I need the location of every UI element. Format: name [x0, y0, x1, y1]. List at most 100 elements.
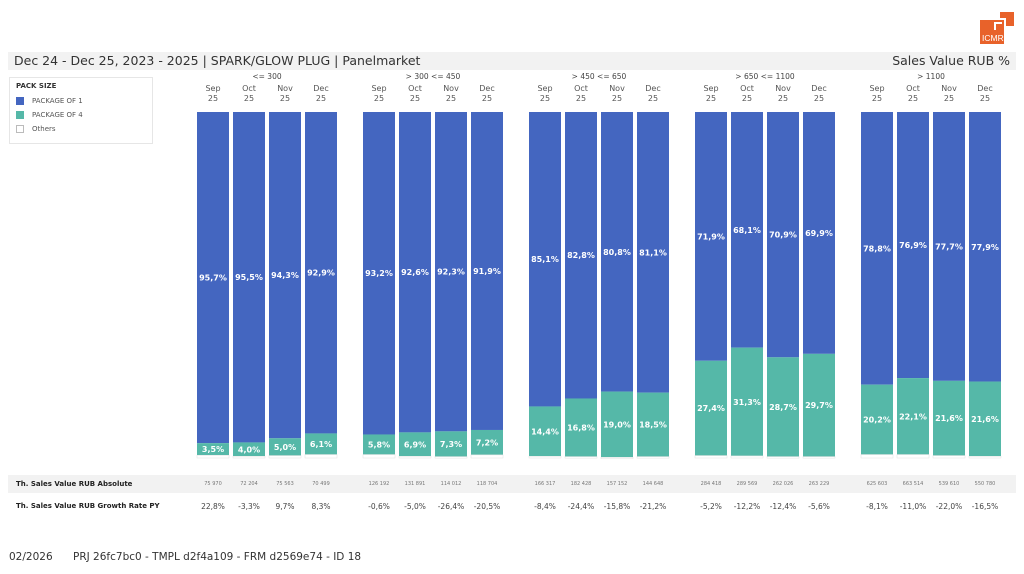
- legend-title: PACK SIZE: [16, 82, 57, 90]
- data-label-package-of-1: 78,8%: [863, 244, 891, 253]
- growth-value: -3,3%: [238, 502, 260, 511]
- data-label-package-of-4: 14,4%: [531, 427, 559, 436]
- bar-package-of-4: [197, 443, 229, 456]
- growth-value: 22,8%: [201, 502, 225, 511]
- footer-id: PRJ 26fc7bc0 - TMPL d2f4a109 - FRM d2569…: [73, 551, 362, 563]
- bar-others: [694, 455, 728, 459]
- x-tick-year: 25: [374, 94, 384, 103]
- legend-item-others[interactable]: Others: [16, 122, 146, 136]
- x-tick-year: 25: [706, 94, 716, 103]
- growth-value: -16,5%: [971, 502, 999, 511]
- data-label-package-of-1: 82,8%: [567, 251, 595, 260]
- data-label-package-of-1: 80,8%: [603, 248, 631, 257]
- data-label-package-of-1: 71,9%: [697, 232, 725, 241]
- data-label-package-of-4: 21,6%: [935, 414, 963, 423]
- bar-package-of-1: [731, 112, 763, 348]
- bar-package-of-4: [399, 432, 431, 457]
- data-label-package-of-1: 81,1%: [639, 248, 667, 257]
- bar-package-of-1: [363, 112, 395, 435]
- bar-package-of-1: [435, 112, 467, 432]
- bar-package-of-4: [767, 357, 799, 457]
- data-label-package-of-4: 3,5%: [202, 445, 224, 454]
- bar-package-of-4: [233, 442, 265, 457]
- data-label-package-of-1: 69,9%: [805, 229, 833, 238]
- data-label-package-of-4: 28,7%: [769, 403, 797, 412]
- abs-value: 157 152: [606, 481, 628, 487]
- legend-item-package-1[interactable]: PACKAGE OF 1: [16, 94, 146, 108]
- group-label: > 1100: [917, 72, 945, 81]
- growth-value: -8,1%: [866, 502, 888, 511]
- x-tick-month: Sep: [205, 84, 220, 93]
- x-tick-year: 25: [208, 94, 218, 103]
- abs-value: 70 499: [312, 481, 330, 487]
- growth-row: Th. Sales Value RUB Growth Rate PY 22,8%…: [8, 497, 1016, 515]
- data-label-package-of-4: 18,5%: [639, 421, 667, 430]
- bar-package-of-4: [897, 378, 929, 455]
- x-tick-year: 25: [316, 94, 326, 103]
- bar-others: [860, 454, 894, 459]
- growth-row-label: Th. Sales Value RUB Growth Rate PY: [16, 502, 160, 510]
- data-label-package-of-1: 68,1%: [733, 226, 761, 235]
- legend-label: PACKAGE OF 1: [32, 97, 83, 105]
- x-tick-month: Nov: [775, 84, 791, 93]
- bar-others: [766, 456, 800, 459]
- bar-others: [304, 454, 338, 459]
- legend-swatch-others: [16, 125, 24, 133]
- legend-item-package-4[interactable]: PACKAGE OF 4: [16, 108, 146, 122]
- x-tick-year: 25: [576, 94, 586, 103]
- data-label-package-of-4: 5,8%: [368, 441, 390, 450]
- bar-package-of-4: [969, 381, 1001, 457]
- x-tick-month: Dec: [977, 84, 992, 93]
- abs-value: 166 317: [534, 481, 556, 487]
- report-title: Dec 24 - Dec 25, 2023 - 2025 | SPARK/GLO…: [14, 53, 421, 68]
- bar-others: [362, 454, 396, 459]
- bar-package-of-4: [435, 431, 467, 457]
- bar-package-of-1: [269, 112, 301, 439]
- growth-value: -5,2%: [700, 502, 722, 511]
- data-label-package-of-1: 77,7%: [935, 242, 963, 251]
- data-label-package-of-1: 93,2%: [365, 269, 393, 278]
- bar-package-of-4: [363, 434, 395, 455]
- x-tick-year: 25: [540, 94, 550, 103]
- growth-value: -8,4%: [534, 502, 556, 511]
- bar-package-of-1: [233, 112, 265, 443]
- bar-package-of-4: [565, 398, 597, 457]
- bar-package-of-1: [565, 112, 597, 399]
- x-tick-year: 25: [410, 94, 420, 103]
- bar-others: [528, 456, 562, 459]
- bar-package-of-1: [803, 112, 835, 354]
- data-label-package-of-4: 7,2%: [476, 438, 498, 447]
- bar-package-of-1: [969, 112, 1001, 382]
- data-label-package-of-4: 21,6%: [971, 415, 999, 424]
- abs-value: 126 192: [368, 481, 390, 487]
- bar-others: [636, 456, 670, 459]
- data-label-package-of-4: 6,1%: [310, 440, 332, 449]
- growth-value: -12,2%: [733, 502, 761, 511]
- x-tick-month: Oct: [574, 84, 588, 93]
- bar-package-of-4: [861, 384, 893, 455]
- growth-value: -21,2%: [639, 502, 667, 511]
- data-label-package-of-4: 27,4%: [697, 404, 725, 413]
- x-tick-month: Oct: [740, 84, 754, 93]
- x-tick-month: Oct: [408, 84, 422, 93]
- x-tick-month: Sep: [869, 84, 884, 93]
- bar-package-of-1: [897, 112, 929, 379]
- data-label-package-of-4: 31,3%: [733, 398, 761, 407]
- group-label: > 300 <= 450: [406, 72, 461, 81]
- abs-value: 625 603: [866, 481, 888, 487]
- bar-package-of-1: [197, 112, 229, 444]
- title-bar: Dec 24 - Dec 25, 2023 - 2025 | SPARK/GLO…: [8, 52, 1016, 70]
- x-tick-month: Oct: [242, 84, 256, 93]
- x-tick-month: Nov: [443, 84, 459, 93]
- x-tick-year: 25: [482, 94, 492, 103]
- bar-package-of-1: [861, 112, 893, 385]
- abs-value: 289 569: [736, 481, 758, 487]
- abs-row: Th. Sales Value RUB Absolute 75 970 72 20…: [8, 475, 1016, 493]
- measure-label: Sales Value RUB %: [892, 53, 1010, 68]
- logo-text: ICMR: [982, 33, 1004, 43]
- data-label-package-of-1: 76,9%: [899, 241, 927, 250]
- bar-others: [564, 456, 598, 459]
- data-label-package-of-4: 6,9%: [404, 440, 426, 449]
- x-tick-month: Dec: [811, 84, 826, 93]
- bar-others: [896, 454, 930, 459]
